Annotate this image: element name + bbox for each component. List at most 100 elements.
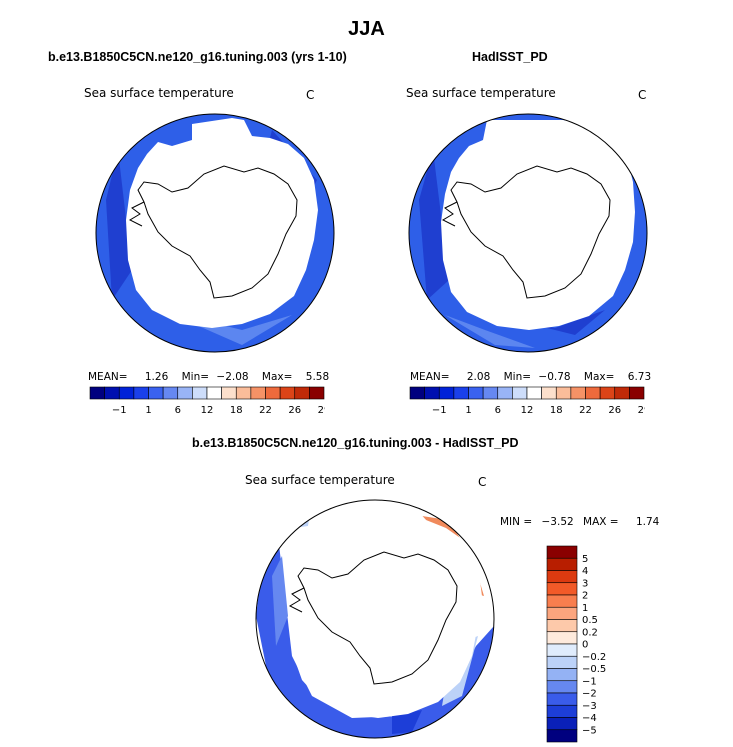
colorbar-swatch — [279, 386, 296, 400]
colorbar-swatch — [546, 704, 578, 718]
model-polar-map — [95, 113, 335, 353]
colorbar-tick-label: 1 — [145, 405, 151, 416]
colorbar-tick-label: 29 — [638, 405, 645, 416]
model-max-value: 5.58 — [305, 371, 330, 383]
colorbar-swatch — [585, 386, 601, 400]
obs-mean-label: MEAN= — [410, 371, 450, 383]
colorbar-tick-label: −4 — [582, 713, 597, 724]
colorbar-tick-label: 0 — [582, 640, 588, 651]
colorbar-tick-label: 2 — [582, 591, 588, 602]
diff-sea-ice-mask — [288, 504, 482, 718]
colorbar-swatch — [148, 386, 164, 400]
diff-antarctica-outline — [297, 551, 458, 685]
colorbar-swatch — [570, 386, 586, 400]
colorbar-swatch — [614, 386, 630, 400]
colorbar-swatch — [526, 386, 542, 400]
colorbar-tick-label: 0.2 — [582, 627, 598, 638]
diff-colorbar: 543 210.50.2 0−0.2−0.5−1 −2−3−4−5 — [546, 545, 606, 743]
colorbar-swatch — [177, 386, 193, 400]
colorbar-swatch — [629, 386, 645, 400]
colorbar-swatch — [89, 386, 105, 400]
diff-variable-label: Sea surface temperature — [245, 473, 395, 487]
colorbar-swatch — [482, 386, 499, 400]
colorbar-tick-label: 1 — [582, 603, 588, 614]
colorbar-swatch — [546, 729, 578, 743]
model-peninsula-outline — [128, 201, 145, 227]
model-mean-label: MEAN= — [88, 371, 128, 383]
colorbar-swatch — [546, 631, 578, 645]
colorbar-swatch — [438, 386, 455, 400]
obs-sea-ice-mask — [441, 120, 635, 330]
colorbar-tick-label: 26 — [288, 405, 301, 416]
model-stats: MEAN= 1.26 Min= −2.08 Max= 5.58 — [88, 371, 329, 383]
colorbar-swatch — [599, 386, 616, 400]
obs-max-label: Max= — [583, 371, 615, 383]
colorbar-tick-label: 1 — [465, 405, 471, 416]
obs-panel-title: HadISST_PD — [472, 50, 548, 64]
model-sea-ice-mask — [126, 118, 318, 328]
colorbar-swatch — [546, 668, 578, 682]
colorbar-swatch — [546, 717, 578, 731]
colorbar-swatch — [546, 619, 578, 633]
colorbar-tick-label: −1 — [582, 676, 597, 687]
colorbar-tick-label: −3 — [582, 701, 597, 712]
colorbar-tick-label: 0.5 — [582, 615, 598, 626]
colorbar-swatch — [235, 386, 252, 400]
model-colorbar: −1 1 6 12 18 22 26 29 — [89, 386, 325, 416]
diff-panel-title: b.e13.B1850C5CN.ne120_g16.tuning.003 - H… — [192, 436, 519, 450]
colorbar-swatch — [546, 570, 578, 584]
diff-min-label: MIN = — [500, 516, 533, 528]
diff-max-value: 1.74 — [635, 516, 660, 528]
colorbar-tick-label: 4 — [582, 566, 588, 577]
colorbar-swatch — [546, 594, 578, 608]
model-units-label: C — [306, 88, 315, 102]
colorbar-tick-label: −1 — [432, 405, 447, 416]
colorbar-swatch — [206, 386, 222, 400]
colorbar-swatch — [192, 386, 208, 400]
colorbar-tick-label: 26 — [608, 405, 621, 416]
diff-cold-bias-band — [256, 536, 494, 738]
colorbar-tick-label: −5 — [582, 725, 597, 736]
colorbar-swatch — [133, 386, 149, 400]
obs-max-value: 6.73 — [627, 371, 652, 383]
model-panel-title: b.e13.B1850C5CN.ne120_g16.tuning.003 (yr… — [48, 50, 347, 64]
diff-max-label: MAX = — [583, 516, 619, 528]
colorbar-swatch — [250, 386, 266, 400]
colorbar-swatch — [546, 582, 578, 596]
diff-polar-map — [255, 499, 495, 739]
colorbar-swatch — [104, 386, 120, 400]
obs-min-value: −0.78 — [538, 371, 571, 383]
obs-min-label: Min= — [503, 371, 532, 383]
colorbar-swatch — [555, 386, 572, 400]
colorbar-swatch — [265, 386, 281, 400]
model-variable-label: Sea surface temperature — [84, 86, 234, 100]
colorbar-tick-label: 18 — [550, 405, 563, 416]
colorbar-tick-label: −0.2 — [582, 652, 606, 663]
colorbar-swatch — [546, 606, 578, 620]
colorbar-swatch — [546, 557, 578, 571]
colorbar-tick-label: 12 — [201, 405, 214, 416]
colorbar-swatch — [546, 545, 578, 559]
colorbar-tick-label: 22 — [579, 405, 592, 416]
colorbar-swatch — [294, 386, 310, 400]
colorbar-tick-label: −0.5 — [582, 664, 606, 675]
obs-mean-value: 2.08 — [466, 371, 491, 383]
diff-stats: MIN = −3.52 MAX = 1.74 — [500, 516, 659, 528]
colorbar-tick-label: −2 — [582, 689, 597, 700]
colorbar-swatch — [221, 386, 237, 400]
colorbar-tick-label: 6 — [175, 405, 181, 416]
colorbar-swatch — [512, 386, 528, 400]
model-mean-value: 1.26 — [144, 371, 169, 383]
colorbar-swatch — [497, 386, 513, 400]
colorbar-swatch — [162, 386, 179, 400]
colorbar-swatch — [453, 386, 469, 400]
obs-units-label: C — [638, 88, 647, 102]
colorbar-swatch — [118, 386, 135, 400]
obs-peninsula-outline — [441, 201, 458, 227]
diff-units-label: C — [478, 475, 487, 489]
colorbar-tick-label: 29 — [318, 405, 325, 416]
colorbar-tick-label: −1 — [112, 405, 127, 416]
colorbar-swatch — [424, 386, 440, 400]
colorbar-tick-label: 3 — [582, 578, 588, 589]
obs-stats: MEAN= 2.08 Min= −0.78 Max= 6.73 — [410, 371, 651, 383]
